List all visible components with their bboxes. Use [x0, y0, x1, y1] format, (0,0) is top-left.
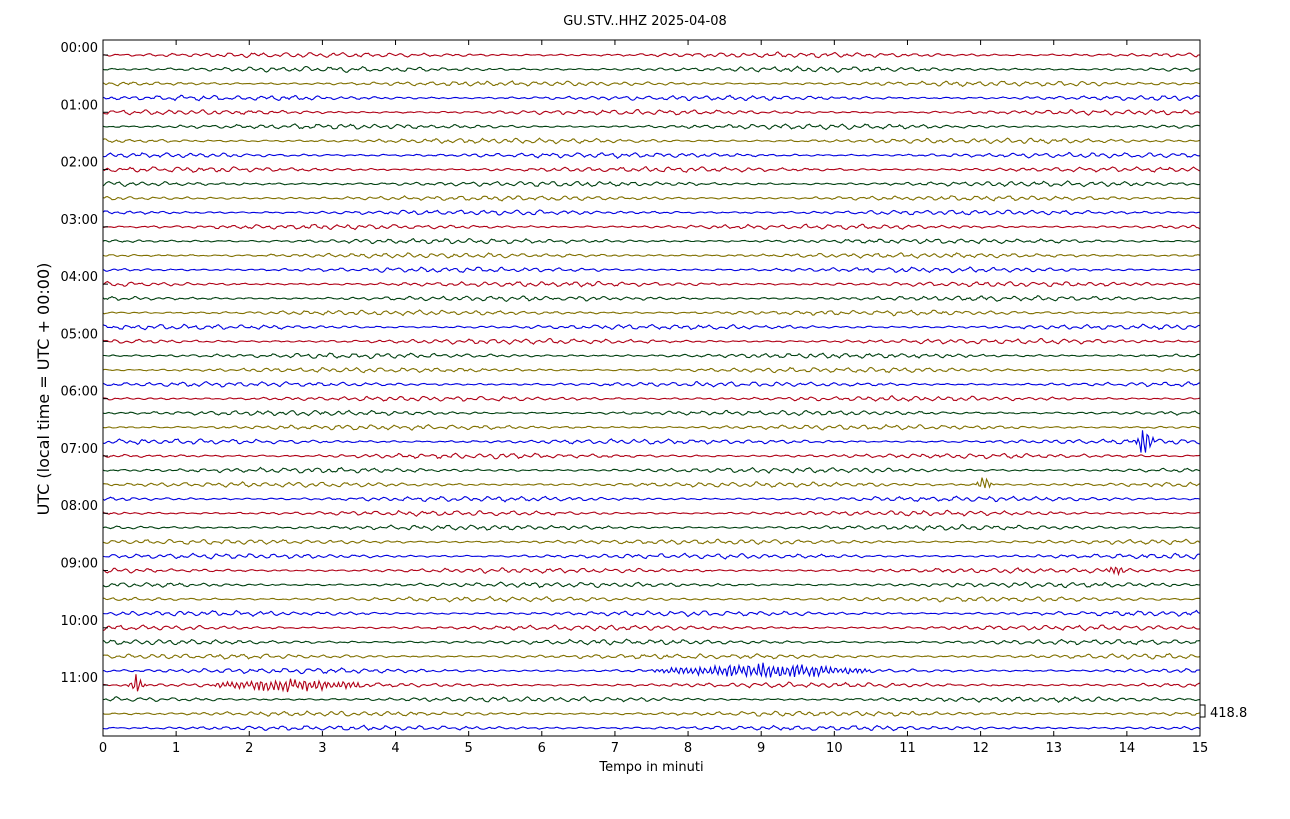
seismic-trace: [102, 252, 1200, 259]
x-tick-label: 10: [826, 741, 843, 756]
seismic-trace: [102, 195, 1200, 202]
chart-title: GU.STV..HHZ 2025-04-08: [563, 14, 727, 29]
seismic-trace: [102, 652, 1200, 660]
x-tick-label: 9: [757, 741, 765, 756]
x-tick-label: 4: [391, 741, 399, 756]
x-tick-label: 5: [465, 741, 473, 756]
seismic-trace: [102, 209, 1200, 216]
seismic-trace: [102, 295, 1200, 303]
seismic-trace: [102, 477, 1200, 489]
hour-label: 02:00: [61, 156, 98, 171]
seismic-trace: [102, 566, 1200, 577]
traces: [102, 51, 1200, 732]
seismic-trace: [102, 452, 1200, 460]
x-tick-label: 3: [318, 741, 326, 756]
seismic-trace: [102, 137, 1200, 145]
seismic-trace: [102, 94, 1200, 102]
seismic-trace: [102, 395, 1200, 402]
seismic-trace: [102, 266, 1200, 274]
hour-label: 04:00: [61, 270, 98, 285]
plot-frame: [102, 39, 1201, 737]
hour-label: 09:00: [61, 557, 98, 572]
hour-label: 08:00: [61, 499, 98, 514]
seismic-trace: [102, 509, 1200, 517]
x-tick-label: 12: [972, 741, 989, 756]
seismic-trace: [102, 724, 1200, 732]
seismic-trace: [102, 337, 1200, 345]
hour-label: 01:00: [61, 98, 98, 113]
seismic-trace: [102, 123, 1200, 131]
seismic-trace: [102, 380, 1200, 388]
seismic-trace: [102, 51, 1200, 59]
hour-label: 10:00: [61, 614, 98, 629]
x-tick-label: 6: [538, 741, 546, 756]
x-tick-label: 8: [684, 741, 692, 756]
scale-bar-bracket: [1199, 704, 1206, 718]
seismic-trace: [102, 409, 1200, 417]
seismic-trace: [102, 624, 1200, 632]
seismic-trace: [102, 552, 1200, 560]
seismic-trace: [102, 595, 1200, 603]
seismic-trace: [102, 80, 1200, 88]
x-ticks: 0 1 2 3 4 5 6 7 8 9 10 11 12 13 14 15: [99, 40, 1208, 756]
seismic-trace: [102, 710, 1200, 717]
seismic-trace: [102, 609, 1200, 618]
x-tick-label: 11: [899, 741, 916, 756]
seismic-trace: [102, 109, 1200, 116]
seismic-trace: [102, 466, 1200, 474]
seismic-trace: [102, 165, 1200, 173]
x-tick-label: 14: [1119, 741, 1136, 756]
hour-label: 03:00: [61, 213, 98, 228]
seismic-trace: [102, 323, 1200, 331]
seismic-trace: [102, 538, 1200, 545]
seismic-trace: [102, 523, 1200, 532]
x-tick-label: 1: [172, 741, 180, 756]
seismic-trace: [102, 352, 1200, 360]
y-ticks: 00:00 01:00 02:00 03:00 04:00 05:00 06:00 07:00…: [61, 41, 108, 686]
seismic-trace: [102, 237, 1200, 245]
x-tick-label: 2: [245, 741, 253, 756]
x-axis-label: Tempo in minuti: [598, 760, 703, 775]
scale-label: 418.8: [1210, 706, 1247, 721]
scale-bar: 418.8: [1199, 704, 1247, 721]
seismic-trace: [102, 280, 1200, 288]
y-axis-label: UTC (local time = UTC + 00:00): [34, 263, 53, 516]
seismic-trace: [102, 638, 1200, 646]
seismic-trace: [102, 581, 1200, 589]
seismic-trace: [102, 662, 1200, 679]
seismic-trace: [102, 366, 1200, 374]
x-tick-label: 0: [99, 741, 107, 756]
hour-label: 07:00: [61, 442, 98, 457]
seismic-trace: [102, 423, 1200, 431]
hour-label: 06:00: [61, 385, 98, 400]
seismic-trace: [102, 223, 1200, 231]
seismic-trace: [102, 65, 1200, 73]
seismic-trace: [102, 309, 1200, 317]
hour-label: 00:00: [61, 41, 98, 56]
x-tick-label: 7: [611, 741, 619, 756]
seismic-trace: [102, 696, 1200, 703]
x-tick-label: 13: [1045, 741, 1062, 756]
hour-label: 05:00: [61, 327, 98, 342]
seismic-trace: [102, 180, 1200, 188]
seismic-trace: [102, 674, 1200, 693]
seismic-trace: [102, 495, 1200, 503]
seismic-trace: [102, 430, 1200, 453]
seismic-trace: [102, 151, 1200, 160]
x-tick-label: 15: [1192, 741, 1209, 756]
hour-label: 11:00: [61, 671, 98, 686]
